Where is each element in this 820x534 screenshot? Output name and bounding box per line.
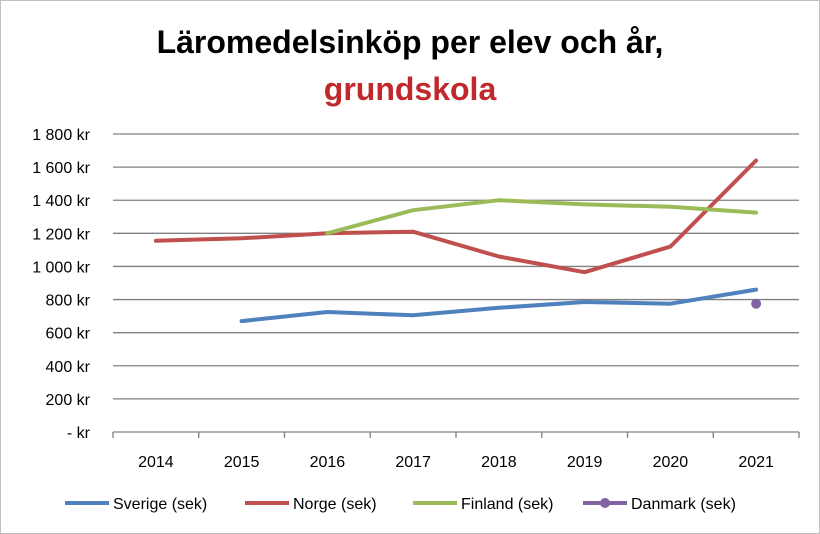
x-tick-label: 2014	[138, 454, 174, 471]
chart-subtitle: grundskola	[324, 71, 497, 107]
grid-lines	[113, 133, 799, 400]
x-tick-label: 2015	[224, 454, 260, 471]
y-tick-label: 600 kr	[46, 326, 91, 343]
legend: Sverige (sek) Norge (sek) Finland (sek) Dan…	[65, 496, 736, 513]
y-tick-label: 1 400 kr	[32, 193, 90, 210]
y-tick-label: 200 kr	[46, 392, 91, 409]
x-tick-label: 2018	[481, 454, 517, 471]
x-tick-label: 2016	[310, 454, 346, 471]
y-tick-label: 1 600 kr	[32, 160, 90, 177]
legend-label: Sverige (sek)	[113, 496, 207, 513]
x-axis-tick-labels: 2014 2015 2016 2017 2018 2019 2020 2021	[138, 454, 774, 471]
y-tick-label: 400 kr	[46, 359, 91, 376]
y-tick-label: 1 200 kr	[32, 226, 90, 243]
y-axis-tick-labels: - kr 200 kr 400 kr 600 kr 800 kr 1 000 kr 1 20…	[32, 127, 90, 442]
legend-label: Norge (sek)	[293, 496, 377, 513]
x-tick-label: 2017	[395, 454, 431, 471]
y-tick-label: - kr	[67, 425, 91, 442]
series-line-finland	[325, 198, 759, 236]
x-tick-label: 2021	[738, 454, 774, 471]
legend-label: Finland (sek)	[461, 496, 553, 513]
series-lines	[153, 158, 762, 324]
series-line-norge	[153, 158, 759, 275]
y-tick-label: 1 000 kr	[32, 259, 90, 276]
x-tick-label: 2020	[653, 454, 689, 471]
series-line-sverige	[239, 287, 759, 324]
series-point-danmark	[751, 298, 762, 309]
chart-title: Läromedelsinköp per elev och år,	[157, 24, 664, 60]
legend-label: Danmark (sek)	[631, 496, 736, 513]
x-tick-label: 2019	[567, 454, 603, 471]
legend-marker	[600, 498, 610, 508]
axes	[112, 431, 800, 438]
y-tick-label: 800 kr	[46, 293, 91, 310]
y-tick-label: 1 800 kr	[32, 127, 90, 144]
